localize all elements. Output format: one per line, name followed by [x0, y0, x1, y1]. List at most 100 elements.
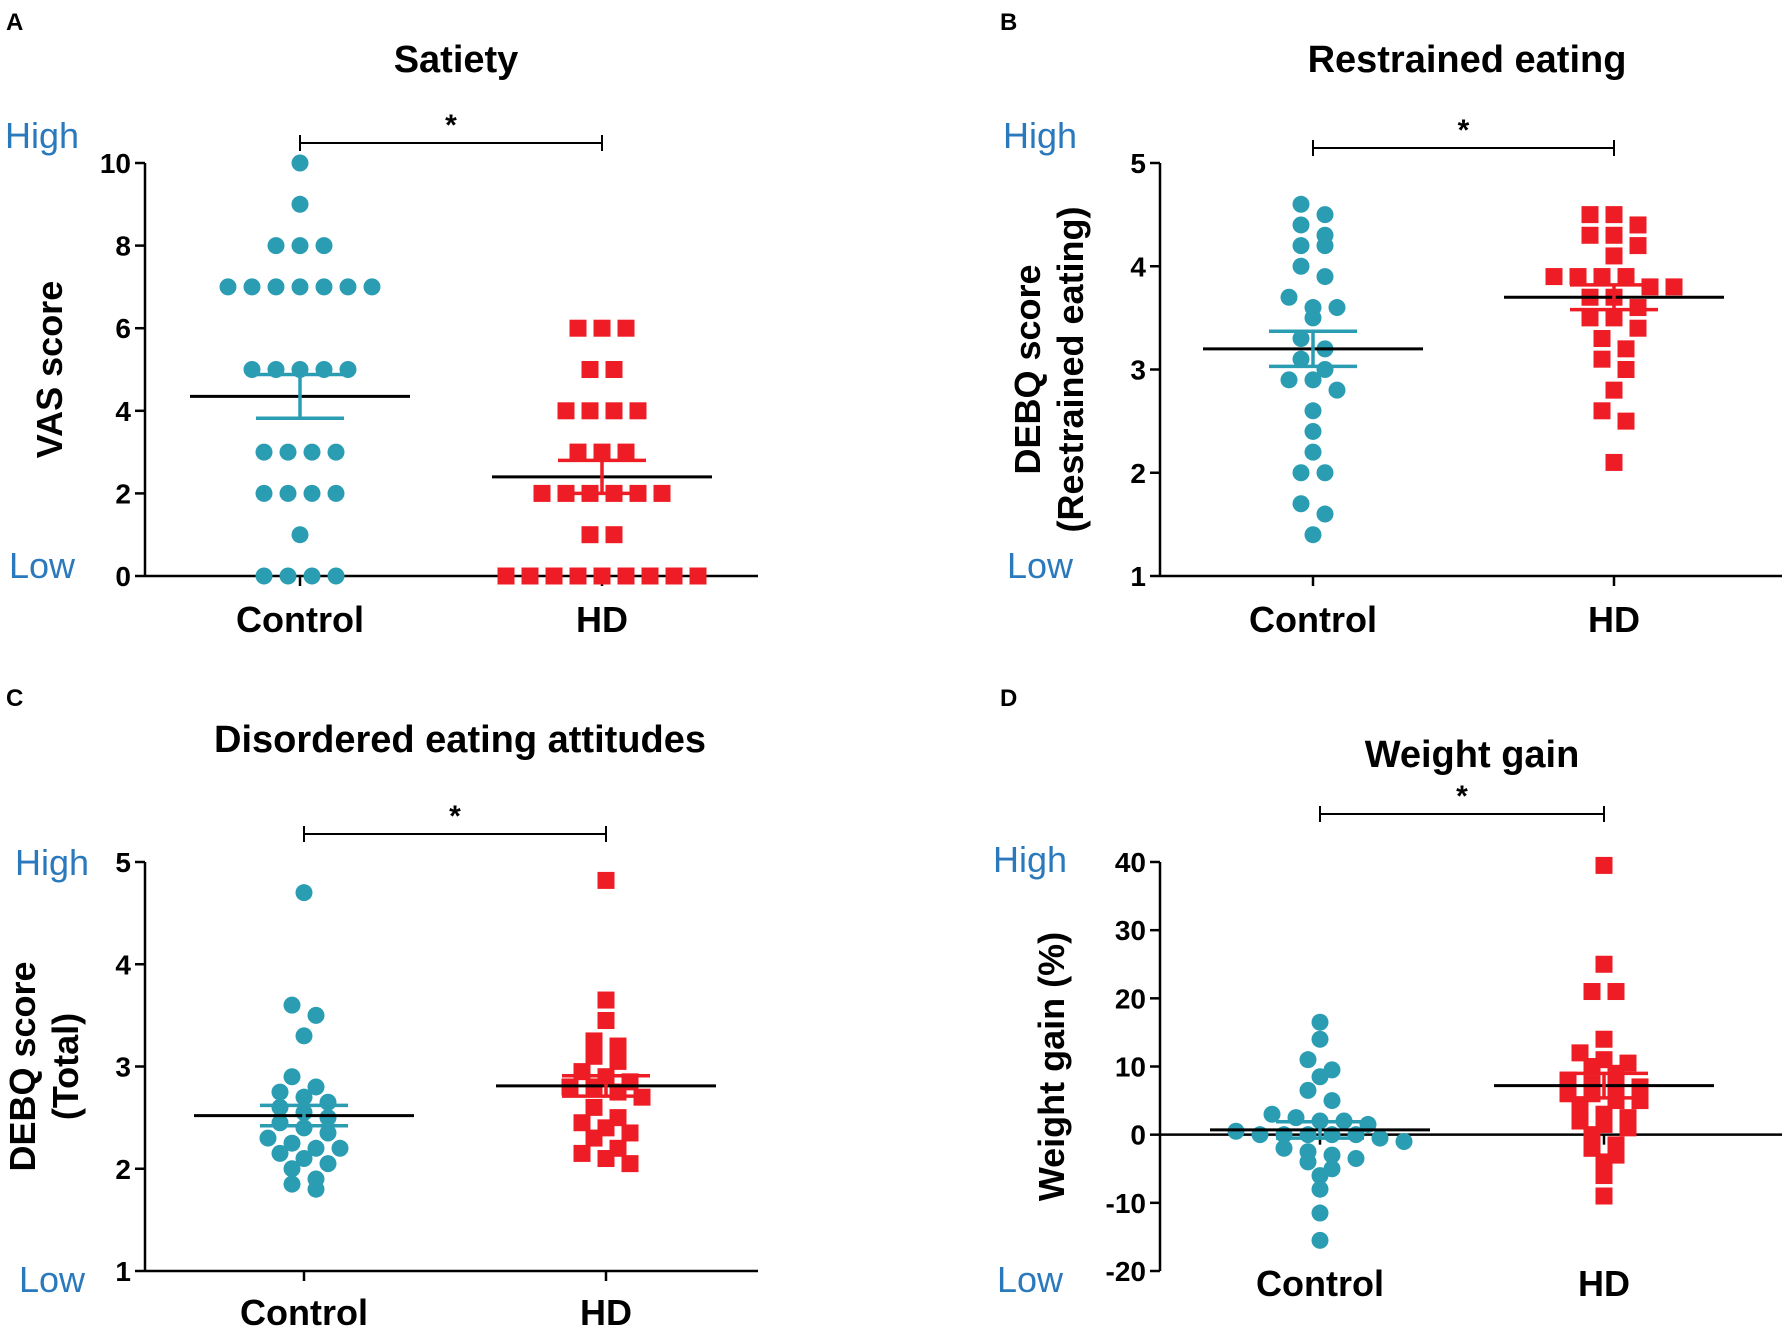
y-axis-title-line2: (Total): [45, 1013, 86, 1120]
data-point-control: [319, 1109, 337, 1127]
y-tick-label: 8: [115, 231, 131, 262]
data-point-control: [1292, 464, 1310, 482]
y-tick-label: 1: [1130, 561, 1146, 592]
y-tick-label: 2: [115, 1154, 131, 1185]
data-point-control: [327, 484, 345, 502]
data-point-control: [255, 443, 273, 461]
data-point-control: [283, 1160, 301, 1178]
data-point-control: [295, 1088, 313, 1106]
data-point-hd: [605, 402, 623, 420]
data-point-hd: [1595, 955, 1613, 973]
data-point-hd: [689, 567, 707, 585]
data-point-hd: [1571, 1044, 1589, 1062]
data-point-control: [307, 1180, 325, 1198]
data-point-control: [1304, 371, 1322, 389]
sem-errorbar-hd: [1560, 1071, 1648, 1100]
data-point-hd: [1595, 856, 1613, 874]
series-hd: [496, 871, 716, 1173]
data-point-control: [331, 1139, 349, 1157]
data-point-control: [279, 484, 297, 502]
data-point-hd: [1617, 361, 1635, 378]
data-point-control: [1275, 1139, 1293, 1157]
data-point-control: [1316, 268, 1334, 286]
data-point-hd: [1583, 983, 1601, 1001]
data-point-hd: [1629, 237, 1647, 255]
data-point-hd: [1619, 1119, 1637, 1137]
data-point-control: [1304, 526, 1322, 544]
data-point-hd: [621, 1124, 639, 1142]
data-point-control: [1287, 1109, 1305, 1127]
data-point-hd: [597, 1011, 615, 1029]
data-point-control: [283, 1175, 301, 1193]
series-hd: [1494, 856, 1714, 1205]
category-label-control: Control: [1249, 599, 1377, 640]
data-point-hd: [1583, 1126, 1601, 1144]
scale-high-label: High: [5, 115, 79, 156]
data-point-hd: [1605, 381, 1623, 399]
data-point-control: [315, 237, 333, 255]
y-tick-label: -20: [1106, 1256, 1146, 1287]
scale-high-label: High: [993, 839, 1067, 880]
sem-errorbar-hd: [562, 1073, 650, 1098]
sem-errorbar-control: [260, 1103, 348, 1128]
data-point-hd: [1593, 350, 1611, 368]
data-point-hd: [1605, 247, 1623, 265]
y-tick-label: 6: [115, 313, 131, 344]
data-point-control: [283, 1068, 301, 1086]
data-point-control: [295, 884, 313, 902]
data-point-hd: [585, 1047, 603, 1065]
data-point-control: [291, 195, 309, 213]
data-point-hd: [1583, 1058, 1601, 1075]
data-point-control: [1371, 1129, 1389, 1147]
scale-low-label: Low: [997, 1259, 1064, 1300]
data-point-control: [295, 1027, 313, 1045]
data-point-hd: [1641, 278, 1659, 296]
category-label-hd: HD: [576, 599, 628, 640]
panel-label: B: [1000, 9, 1017, 36]
data-point-hd: [1605, 226, 1623, 244]
y-tick-label: 4: [1130, 251, 1146, 282]
chart-title: Satiety: [394, 39, 519, 81]
sem-errorbar-hd: [558, 458, 646, 496]
series-hd: [1504, 206, 1724, 471]
sem-errorbar-control: [256, 372, 344, 420]
data-point-hd: [1581, 309, 1599, 327]
data-point-control: [267, 278, 285, 296]
data-point-control: [1311, 1030, 1329, 1048]
data-point-hd: [573, 1144, 591, 1162]
data-point-hd: [1569, 268, 1587, 286]
category-label-control: Control: [236, 599, 364, 640]
scale-low-label: Low: [1007, 545, 1074, 586]
data-point-hd: [573, 1114, 591, 1132]
y-tick-label: 3: [115, 1052, 131, 1083]
data-point-hd: [1629, 216, 1647, 234]
data-point-control: [283, 1134, 301, 1152]
sem-errorbar-control: [1276, 1119, 1364, 1140]
sem-errorbar-control: [1269, 329, 1357, 369]
data-point-control: [319, 1124, 337, 1142]
data-point-control: [271, 1083, 289, 1101]
panel-d: D Weight gain -20 -10 0 10 20 30 40 Control HD Weig…: [993, 685, 1782, 1304]
data-point-hd: [1571, 1098, 1589, 1116]
data-point-control: [303, 443, 321, 461]
scale-low-label: Low: [19, 1259, 86, 1300]
data-point-hd: [605, 361, 623, 378]
data-point-control: [319, 1155, 337, 1173]
data-point-control: [1304, 309, 1322, 327]
chart-title: Restrained eating: [1308, 39, 1627, 81]
scale-high-label: High: [15, 842, 89, 883]
data-point-hd: [1605, 453, 1623, 471]
data-point-control: [291, 526, 309, 544]
data-point-control: [1316, 505, 1334, 523]
panel-c: C Disordered eating attitudes 1 2 3 4 5 Control…: [2, 685, 758, 1330]
data-point-hd: [585, 1032, 603, 1050]
significance-star: *: [1458, 114, 1470, 147]
data-point-control: [1328, 299, 1346, 317]
data-point-control: [1292, 237, 1310, 255]
y-tick-label: 5: [1130, 148, 1146, 179]
data-point-control: [1311, 1068, 1329, 1086]
data-point-control: [1328, 381, 1346, 399]
data-point-control: [1311, 1167, 1329, 1185]
data-point-hd: [557, 402, 575, 420]
y-tick-label: 1: [115, 1256, 131, 1287]
